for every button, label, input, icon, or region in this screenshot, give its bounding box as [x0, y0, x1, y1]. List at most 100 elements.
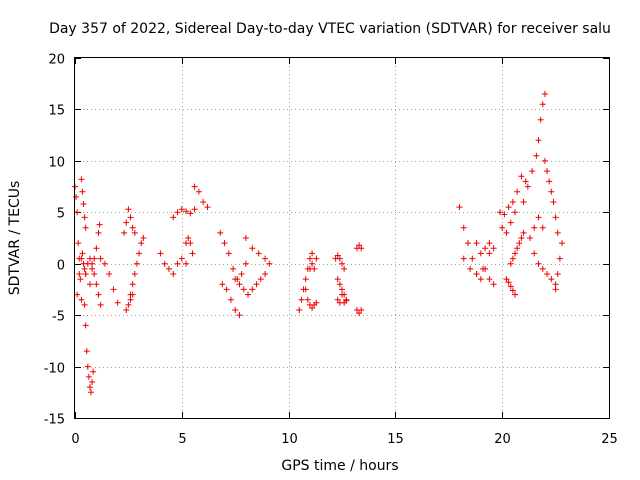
data-point	[129, 224, 136, 231]
x-tick-label: 0	[71, 432, 79, 447]
data-point	[127, 214, 134, 221]
y-tick-labels: -15 -10 -5 0 5 10 15 20	[44, 53, 65, 428]
series-arc-5c	[334, 291, 350, 306]
data-point	[236, 312, 243, 319]
series-arc-7c	[503, 276, 519, 298]
data-point	[304, 296, 311, 303]
y-tick-label: -5	[52, 310, 65, 325]
data-point	[83, 348, 90, 355]
x-axis-label: GPS time / hours	[281, 458, 398, 474]
data-point	[554, 229, 561, 236]
series-arc-7b	[499, 209, 519, 236]
data-point	[255, 250, 262, 257]
series-arc-1b	[121, 206, 138, 236]
x-tick-labels: 0 5 10 15 20 25	[71, 432, 617, 447]
data-point	[554, 271, 561, 277]
series-arc-8d	[541, 157, 561, 236]
data-point	[531, 224, 538, 231]
data-point	[501, 211, 508, 218]
data-point	[89, 379, 96, 385]
data-point	[541, 157, 548, 164]
data-point	[539, 224, 546, 231]
series-arc-2a	[157, 250, 190, 277]
data-point	[559, 240, 566, 247]
data-point	[191, 183, 198, 190]
data-point	[95, 229, 102, 236]
series-arc-2b	[170, 206, 198, 221]
series-arc-0d	[81, 301, 97, 396]
data-point	[223, 286, 230, 293]
series-arc-8c	[531, 250, 559, 293]
data-point	[249, 286, 256, 293]
data-point	[507, 219, 514, 226]
data-point	[110, 286, 117, 293]
data-point	[302, 286, 309, 293]
data-point	[90, 368, 97, 375]
data-point	[512, 209, 519, 216]
data-point	[477, 250, 484, 257]
data-point	[505, 279, 512, 286]
data-point	[189, 250, 196, 257]
series-arc-2d	[191, 183, 211, 211]
series-arc-1d	[127, 235, 147, 298]
data-point	[131, 271, 138, 277]
series-arc-8b	[526, 214, 546, 241]
x-tick-label: 15	[387, 432, 404, 447]
series-arc-8a	[520, 91, 548, 205]
data-point	[187, 240, 194, 247]
data-point	[518, 235, 525, 241]
data-point	[544, 271, 551, 277]
data-point	[550, 199, 557, 205]
data-point	[187, 210, 194, 217]
data-point	[309, 304, 316, 311]
data-point	[298, 296, 305, 303]
data-point	[456, 204, 463, 211]
data-point	[533, 152, 540, 159]
data-point	[78, 296, 85, 303]
data-point	[296, 307, 303, 313]
grid	[75, 58, 609, 418]
data-point	[89, 260, 96, 267]
data-point	[217, 229, 224, 236]
data-point	[309, 260, 316, 267]
data-point	[82, 322, 89, 329]
data-point	[85, 373, 92, 380]
data-point	[473, 271, 480, 277]
data-point	[514, 188, 521, 195]
data-point	[79, 250, 86, 257]
data-point	[81, 301, 88, 308]
data-point	[140, 235, 147, 241]
series-arc-1a	[97, 255, 121, 306]
data-point	[138, 240, 145, 247]
data-point	[86, 281, 93, 288]
data-point	[174, 260, 181, 267]
data-point	[76, 271, 83, 277]
data-point	[257, 276, 264, 283]
data-point	[499, 224, 506, 231]
data-point	[482, 245, 489, 252]
data-point	[78, 255, 85, 262]
data-point	[127, 291, 134, 298]
data-point	[174, 209, 181, 216]
data-point	[552, 214, 559, 221]
data-point	[121, 229, 128, 236]
data-point	[219, 281, 226, 288]
data-point	[200, 199, 207, 205]
data-point	[236, 281, 243, 288]
data-point	[123, 307, 130, 313]
x-tick-label: 5	[178, 432, 186, 447]
axis-ticks	[75, 58, 610, 419]
data-point	[486, 250, 493, 257]
data-point	[77, 276, 84, 283]
data-point	[509, 199, 516, 205]
data-point	[358, 307, 365, 313]
data-points	[72, 91, 566, 396]
series-arc-3c	[232, 271, 269, 298]
series-arc-0c	[78, 176, 89, 231]
data-point	[178, 206, 185, 213]
data-point	[539, 101, 546, 108]
data-point	[133, 260, 140, 267]
series-arc-1c	[123, 291, 136, 313]
data-point	[89, 265, 96, 272]
